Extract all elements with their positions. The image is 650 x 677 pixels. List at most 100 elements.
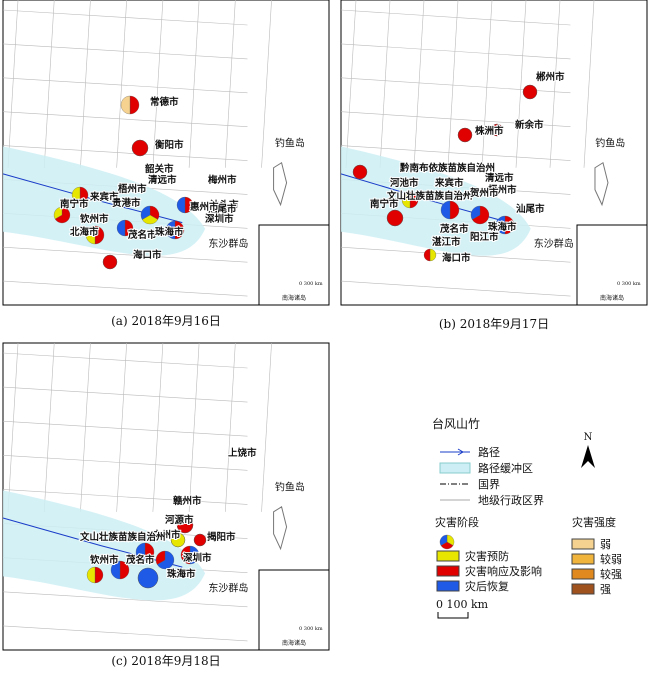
city-label: 韶关市 xyxy=(145,163,174,175)
pie xyxy=(131,139,149,157)
pie-slice xyxy=(86,566,96,584)
pie-slice xyxy=(449,200,460,220)
pie-slice xyxy=(129,95,140,115)
pie-slice xyxy=(174,220,185,240)
pie-slice xyxy=(176,196,186,214)
typhoon-path xyxy=(2,517,183,568)
pie-slice xyxy=(110,560,121,580)
pie-slice xyxy=(401,191,411,209)
pie-slice xyxy=(184,196,194,214)
pie xyxy=(457,127,473,143)
admin-boundary xyxy=(152,342,164,512)
admin-boundary xyxy=(340,145,571,161)
city-label: 上饶市 xyxy=(228,447,257,459)
admin-boundary xyxy=(340,246,571,263)
pie-slice xyxy=(440,200,451,220)
legend-swatch xyxy=(571,583,595,595)
taiwan xyxy=(273,506,288,551)
pie-slice xyxy=(54,206,71,224)
city-label: 文山壮族苗族自治州 xyxy=(79,531,166,543)
pie-slice xyxy=(189,545,200,565)
city-label: 海口市 xyxy=(442,252,471,264)
admin-boundary xyxy=(515,0,527,168)
legend-title: 台风山竹 xyxy=(432,416,480,431)
pie-slice xyxy=(409,191,419,209)
pie-slice xyxy=(140,205,151,220)
city-label: 南宁市 xyxy=(60,198,89,210)
legend-path xyxy=(440,448,470,456)
admin-boundary xyxy=(7,342,19,512)
island-label: 钓鱼岛 xyxy=(275,480,305,493)
island-label: 钓鱼岛 xyxy=(275,136,305,149)
city-label: 汕尾市 xyxy=(208,203,237,215)
admin-boundary xyxy=(43,0,55,168)
pie-slice xyxy=(79,186,89,204)
admin-boundary xyxy=(2,352,248,369)
city-label: 衡阳市 xyxy=(155,139,184,151)
legend-subtitle: 灾害强度 xyxy=(572,515,616,529)
city-label: 清远市 xyxy=(485,172,514,184)
admin-boundary xyxy=(2,246,248,263)
pie-slice xyxy=(504,215,515,235)
admin-boundary xyxy=(379,0,391,168)
admin-boundary xyxy=(188,342,200,512)
admin-boundary xyxy=(2,9,248,26)
city-label: 珠海市 xyxy=(488,221,517,233)
pie-slice xyxy=(144,542,155,562)
city-label: 梧州市 xyxy=(488,184,517,196)
pie-slice xyxy=(155,550,166,565)
pie-slice xyxy=(135,542,146,562)
legend-subtitle: 灾害阶段 xyxy=(435,515,479,529)
admin-boundary xyxy=(2,77,248,94)
legend-label: 灾后恢复 xyxy=(465,579,509,593)
pie xyxy=(522,84,538,100)
city-label: 茂名市 xyxy=(439,223,469,235)
admin-boundary xyxy=(481,0,493,168)
city-label: 北海市 xyxy=(70,226,99,238)
admin-boundary xyxy=(340,111,571,127)
panel-caption: (b) 2018年9月17日 xyxy=(439,317,549,331)
admin-boundary xyxy=(2,145,248,161)
city-label: 来宾市 xyxy=(434,177,464,189)
legend-label: 弱 xyxy=(600,538,611,551)
legend-buffer xyxy=(439,462,471,474)
pie-slice xyxy=(116,219,126,237)
panel-caption: (c) 2018年9月18日 xyxy=(111,654,220,668)
pie-slice xyxy=(495,215,506,235)
pie-slice xyxy=(120,95,131,115)
city-label: 深圳市 xyxy=(183,552,212,564)
pie-slice xyxy=(71,186,81,204)
pie-slice xyxy=(423,248,431,262)
pie-slice xyxy=(472,205,490,225)
city-label: 赣州市 xyxy=(173,495,202,507)
pie-slice xyxy=(429,248,437,262)
city-label: 河源市 xyxy=(165,514,194,526)
city-label: 钦州市 xyxy=(90,554,119,566)
admin-boundary xyxy=(152,0,164,168)
pie-slice xyxy=(180,545,191,565)
city-label: 惠州市 xyxy=(190,201,219,213)
admin-boundary xyxy=(345,0,357,168)
admin-boundary xyxy=(261,0,272,168)
typhoon-buffer xyxy=(341,146,531,256)
island-label: 钓鱼岛 xyxy=(595,136,625,149)
admin-boundary xyxy=(225,342,236,512)
city-label: 汕头市 xyxy=(210,199,239,211)
legend-swatch xyxy=(571,538,595,550)
city-label: 阳江市 xyxy=(470,231,499,243)
city-label: 南宁市 xyxy=(370,198,399,210)
pie-slice xyxy=(157,550,175,570)
pie-slice xyxy=(94,225,105,245)
admin-boundary xyxy=(2,625,248,642)
pie-slice xyxy=(165,220,176,240)
admin-boundary xyxy=(43,342,55,512)
pie-slice xyxy=(94,566,104,584)
admin-boundary xyxy=(340,280,571,297)
city-label: 株洲市 xyxy=(475,125,504,137)
admin-boundary xyxy=(2,280,248,297)
north-label: N xyxy=(584,432,593,443)
pie-slice xyxy=(85,225,96,245)
legend-swatch xyxy=(571,568,595,580)
